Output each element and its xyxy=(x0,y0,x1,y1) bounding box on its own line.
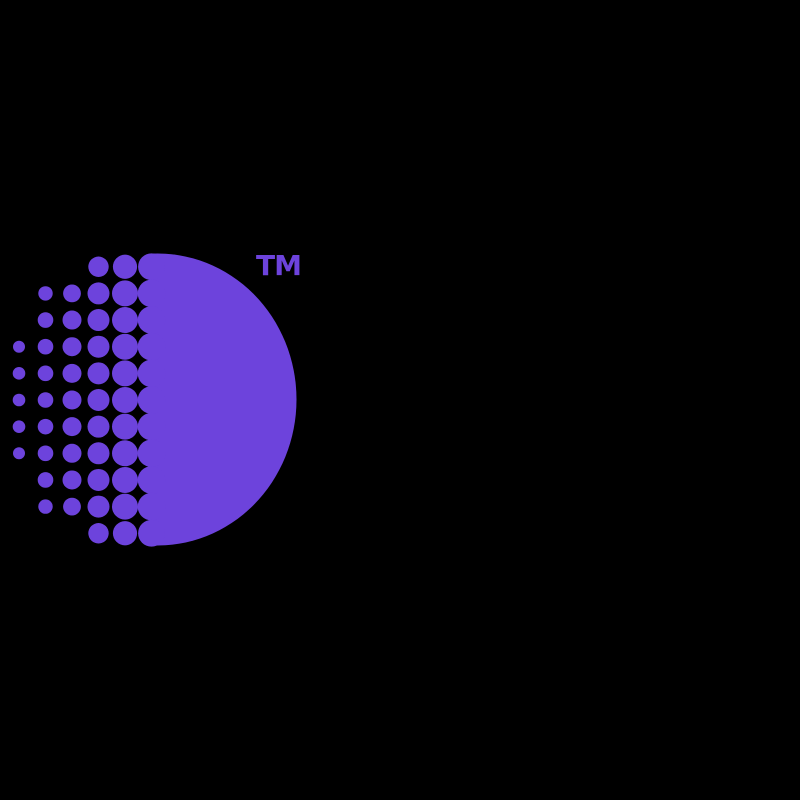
halftone-dot xyxy=(62,470,82,490)
halftone-dot xyxy=(13,447,25,460)
halftone-dot xyxy=(62,443,82,463)
halftone-dot xyxy=(87,389,110,411)
halftone-dot xyxy=(112,440,138,467)
halftone-dot xyxy=(87,495,110,518)
halftone-dot xyxy=(12,393,26,407)
halftone-dot xyxy=(87,468,110,491)
halftone-dot xyxy=(112,493,138,520)
halftone-dot xyxy=(13,340,25,353)
halftone-dot xyxy=(87,415,110,438)
halftone-dot xyxy=(12,367,26,380)
halftone-dot xyxy=(112,280,138,307)
halftone-dot xyxy=(37,338,54,355)
halftone-dot xyxy=(112,466,138,493)
halftone-dot xyxy=(63,497,81,516)
halftone-dot xyxy=(112,307,138,334)
halftone-dot xyxy=(37,472,54,488)
halftone-dot xyxy=(137,439,166,468)
trademark-symbol: TM xyxy=(256,249,302,282)
halftone-dot xyxy=(112,254,138,279)
halftone-dot xyxy=(37,365,54,382)
halftone-dot xyxy=(138,253,165,281)
halftone-dot xyxy=(37,445,54,462)
halftone-dot xyxy=(62,310,82,330)
halftone-dot xyxy=(38,499,53,514)
halftone-dot xyxy=(37,392,54,408)
halftone-dot xyxy=(137,492,166,521)
halftone-dot xyxy=(87,442,110,465)
halftone-dot xyxy=(12,420,26,433)
halftone-dot xyxy=(63,284,81,303)
halftone-dot xyxy=(112,333,138,360)
halftone-dot xyxy=(87,335,110,358)
halftone-dot xyxy=(87,309,110,332)
halftone-dot xyxy=(137,306,166,334)
halftone-dot xyxy=(112,360,138,387)
halftone-dot xyxy=(137,412,166,441)
halftone-dot xyxy=(62,363,82,383)
halftone-dot xyxy=(37,418,54,435)
halftone-dot xyxy=(137,279,166,308)
halftone-dot xyxy=(88,523,109,544)
halftone-dot xyxy=(137,466,166,494)
halftone-dot xyxy=(37,312,54,328)
halftone-dot xyxy=(88,256,109,277)
sphere-body xyxy=(151,253,297,546)
halftone-dot xyxy=(137,386,166,414)
halftone-dot xyxy=(38,286,53,301)
halftone-dot xyxy=(62,417,82,437)
halftone-dot xyxy=(62,337,82,357)
halftone-dot xyxy=(137,332,166,361)
halftone-dot xyxy=(87,362,110,385)
halftone-dot xyxy=(62,390,82,410)
halftone-dot xyxy=(87,282,110,305)
halftone-dot xyxy=(112,521,138,546)
halftone-dot xyxy=(112,387,138,413)
halftone-dots xyxy=(12,253,166,547)
halftone-dot xyxy=(112,413,138,440)
halftone-dot xyxy=(137,359,166,388)
halftone-dot xyxy=(138,519,165,547)
